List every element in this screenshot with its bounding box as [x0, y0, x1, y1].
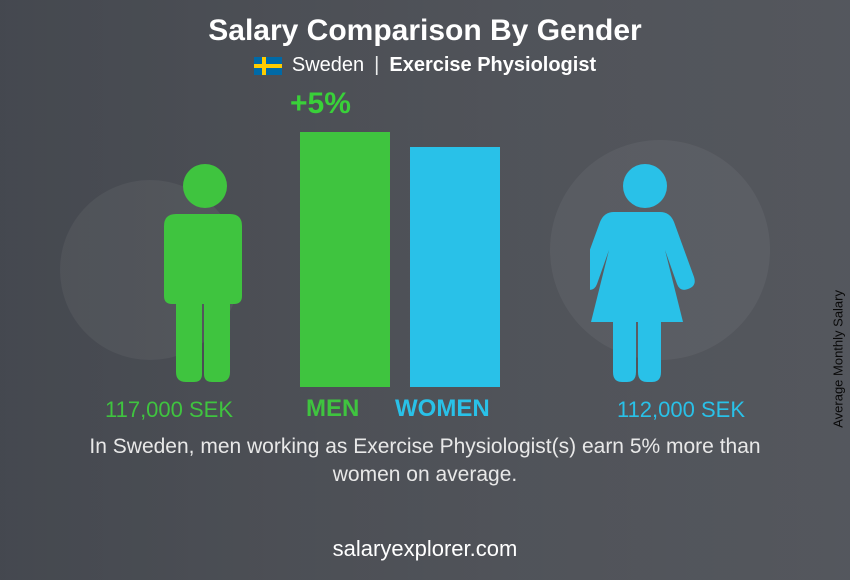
difference-label: +5% — [290, 87, 351, 121]
job-title: Exercise Physiologist — [389, 54, 596, 77]
separator: | — [374, 54, 379, 77]
women-label: WOMEN — [395, 395, 490, 423]
men-bar — [300, 132, 390, 387]
footer-source: salaryexplorer.com — [0, 536, 850, 562]
page-title: Salary Comparison By Gender — [0, 0, 850, 48]
male-figure-icon — [150, 162, 260, 387]
men-label: MEN — [306, 395, 359, 423]
gender-salary-chart: +5% 117,000 SEK MEN WOMEN 112,000 SEK — [0, 87, 850, 437]
women-salary-value: 112,000 SEK — [617, 397, 745, 423]
subtitle: Sweden | Exercise Physiologist — [0, 54, 850, 77]
y-axis-label: Average Monthly Salary — [831, 290, 846, 428]
female-figure-icon — [590, 162, 700, 387]
sweden-flag-icon — [254, 57, 282, 75]
women-bar — [410, 147, 500, 387]
country-label: Sweden — [292, 54, 364, 77]
men-salary-value: 117,000 SEK — [105, 397, 233, 423]
summary-text: In Sweden, men working as Exercise Physi… — [0, 433, 850, 490]
